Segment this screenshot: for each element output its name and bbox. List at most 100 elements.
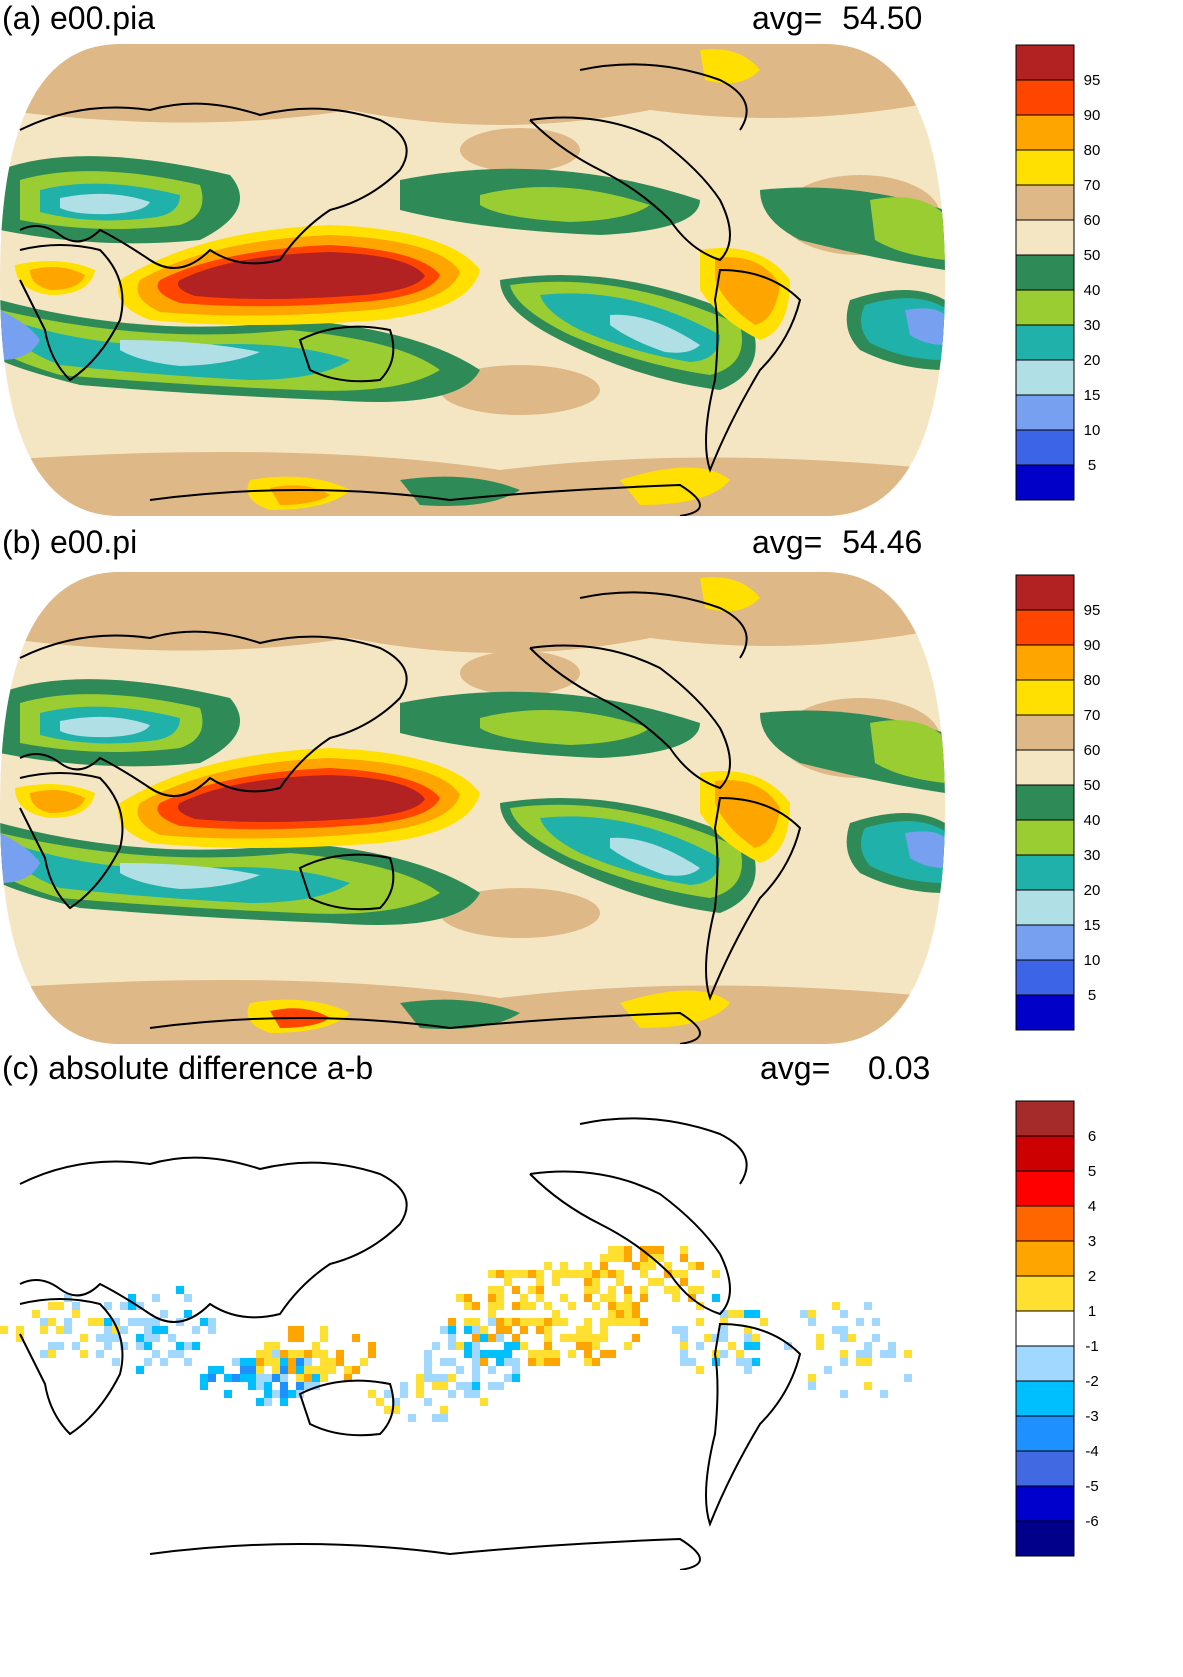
difference-cell	[64, 1326, 72, 1334]
difference-cell	[344, 1366, 352, 1374]
difference-cell	[712, 1334, 720, 1342]
difference-cell	[104, 1326, 112, 1334]
difference-cell	[512, 1318, 520, 1326]
difference-cell	[128, 1302, 136, 1310]
difference-cell	[56, 1326, 64, 1334]
difference-cell	[152, 1326, 160, 1334]
colorbar-swatch	[1015, 679, 1075, 716]
difference-cell	[840, 1310, 848, 1318]
difference-cell	[56, 1342, 64, 1350]
difference-cell	[616, 1302, 624, 1310]
difference-cell	[464, 1318, 472, 1326]
difference-cell	[680, 1270, 688, 1278]
difference-cell	[272, 1350, 280, 1358]
difference-cell	[312, 1350, 320, 1358]
colorbar-tick-label: 4	[1088, 1198, 1096, 1215]
difference-cell	[512, 1358, 520, 1366]
difference-cell	[568, 1270, 576, 1278]
difference-cell	[520, 1326, 528, 1334]
difference-cell	[640, 1270, 648, 1278]
difference-cell	[520, 1342, 528, 1350]
colorbar-swatch	[1015, 1380, 1075, 1417]
colorbar-swatch	[1015, 1345, 1075, 1382]
difference-cell	[392, 1406, 400, 1414]
difference-cell	[160, 1358, 168, 1366]
difference-cell	[472, 1390, 480, 1398]
difference-cell	[576, 1270, 584, 1278]
difference-cell	[296, 1366, 304, 1374]
difference-cell	[544, 1358, 552, 1366]
difference-cell	[856, 1350, 864, 1358]
difference-cell	[40, 1326, 48, 1334]
difference-cell	[320, 1358, 328, 1366]
difference-cell	[528, 1286, 536, 1294]
difference-cell	[136, 1366, 144, 1374]
difference-cell	[304, 1366, 312, 1374]
difference-cell	[880, 1390, 888, 1398]
difference-cell	[112, 1318, 120, 1326]
difference-cell	[272, 1390, 280, 1398]
difference-cell	[864, 1302, 872, 1310]
difference-cell	[584, 1342, 592, 1350]
difference-cells	[0, 1246, 912, 1422]
difference-cell	[280, 1382, 288, 1390]
difference-cell	[696, 1286, 704, 1294]
difference-cell	[872, 1318, 880, 1326]
difference-cell	[440, 1382, 448, 1390]
colorbar-swatch	[1015, 114, 1075, 151]
difference-cell	[648, 1246, 656, 1254]
difference-cell	[584, 1350, 592, 1358]
colorbar-tick-label: -6	[1085, 1513, 1098, 1530]
difference-cell	[48, 1350, 56, 1358]
difference-cell	[536, 1318, 544, 1326]
difference-cell	[544, 1302, 552, 1310]
blue-patch	[905, 831, 945, 868]
difference-cell	[248, 1366, 256, 1374]
difference-cell	[256, 1350, 264, 1358]
difference-cell	[480, 1326, 488, 1334]
difference-cell	[728, 1342, 736, 1350]
difference-cell	[496, 1382, 504, 1390]
difference-cell	[112, 1326, 120, 1334]
colorbar-tick-label: 10	[1084, 422, 1101, 439]
colorbar-tick-label: 60	[1084, 742, 1101, 759]
difference-cell	[144, 1342, 152, 1350]
difference-cell	[600, 1334, 608, 1342]
difference-cell	[312, 1374, 320, 1382]
difference-cell	[40, 1318, 48, 1326]
difference-cell	[472, 1342, 480, 1350]
orange-region	[715, 780, 780, 848]
coastlines	[19, 1117, 802, 1570]
difference-cell	[672, 1270, 680, 1278]
difference-cell	[112, 1334, 120, 1342]
difference-cell	[272, 1342, 280, 1350]
difference-cell	[656, 1254, 664, 1262]
difference-cell	[584, 1318, 592, 1326]
difference-cell	[456, 1294, 464, 1302]
difference-cell	[824, 1366, 832, 1374]
difference-cell	[104, 1334, 112, 1342]
difference-cell	[752, 1334, 760, 1342]
difference-cell	[80, 1334, 88, 1342]
colorbar-swatch	[1015, 1310, 1075, 1347]
difference-cell	[600, 1262, 608, 1270]
difference-cell	[840, 1326, 848, 1334]
difference-cell	[720, 1326, 728, 1334]
difference-cell	[904, 1350, 912, 1358]
difference-cell	[880, 1350, 888, 1358]
yellow-patch	[620, 467, 730, 505]
difference-cell	[168, 1350, 176, 1358]
difference-cell	[576, 1326, 584, 1334]
difference-cell	[160, 1310, 168, 1318]
difference-cell	[288, 1326, 296, 1334]
difference-cell	[400, 1382, 408, 1390]
difference-cell	[544, 1334, 552, 1342]
difference-cell	[544, 1326, 552, 1334]
difference-cell	[296, 1382, 304, 1390]
difference-cell	[440, 1406, 448, 1414]
difference-cell	[56, 1302, 64, 1310]
colorbar-tick-label: 3	[1088, 1233, 1096, 1250]
difference-cell	[832, 1302, 840, 1310]
difference-cell	[560, 1262, 568, 1270]
difference-cell	[240, 1374, 248, 1382]
